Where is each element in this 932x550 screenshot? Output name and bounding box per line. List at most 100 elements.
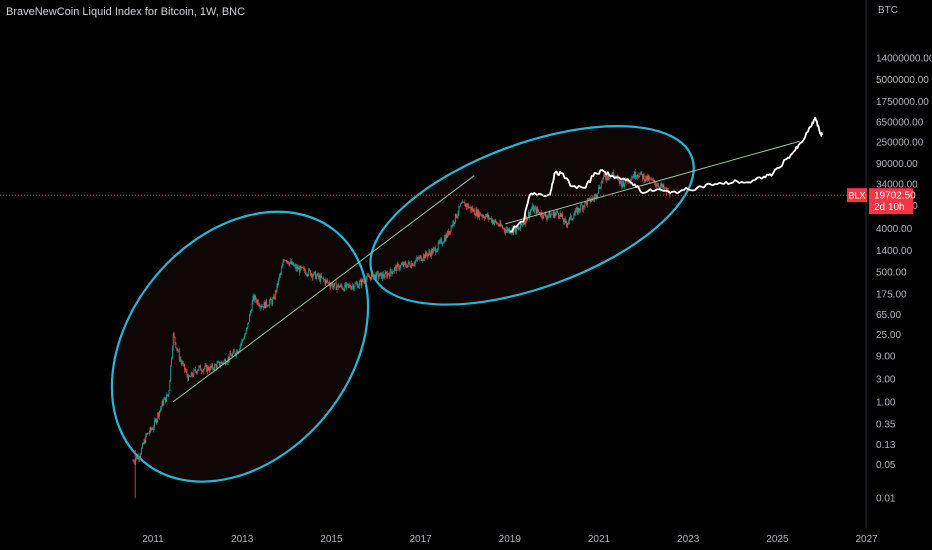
price-axis[interactable]: BTC 14000000.00 5000000.00 1750000.00 650000… (876, 5, 932, 505)
candle-body (562, 214, 564, 220)
candle-body (239, 345, 241, 350)
candle-body (601, 181, 603, 183)
candle-body (428, 251, 430, 254)
candle-body (364, 282, 366, 284)
candle-body (298, 267, 299, 270)
time-axis[interactable]: 2011 2013 2015 2017 2019 2021 2023 2025 2027 (142, 534, 878, 545)
trendline-layer (172, 140, 800, 403)
candle-body (331, 283, 333, 285)
candle-body (346, 283, 347, 288)
annotation-layer (110, 90, 717, 483)
candle-body (308, 269, 310, 275)
candle-body (532, 205, 534, 209)
candle-body (410, 266, 412, 268)
candle-body (202, 369, 204, 373)
candle-body (513, 228, 515, 234)
candle-body (599, 186, 600, 189)
candle-body (366, 275, 368, 280)
candle-body (164, 397, 166, 400)
candle-body (431, 249, 433, 254)
ellipse-annotation[interactable] (348, 90, 717, 342)
candle-body (426, 254, 428, 257)
candle-body (352, 285, 354, 290)
candle-body (503, 228, 505, 231)
candle-body (523, 222, 525, 225)
candle-body (171, 358, 172, 366)
candle-body (325, 279, 327, 284)
candle-body (383, 276, 385, 278)
candle-body (530, 210, 532, 212)
candle-body (613, 174, 615, 178)
candle-body (178, 350, 180, 360)
candle-body (173, 333, 175, 337)
candle-body (440, 239, 442, 241)
candle-body (382, 273, 384, 277)
candle-body (421, 260, 423, 261)
candle-body (224, 359, 226, 361)
candle-body (149, 427, 151, 433)
candle-body (521, 223, 522, 225)
candle-body (574, 213, 576, 216)
candle-body (486, 214, 488, 218)
candle-body (445, 234, 447, 241)
candle-body (260, 306, 262, 308)
candle-body (508, 228, 509, 232)
candle-body (358, 281, 360, 286)
candle-body (328, 282, 330, 285)
candle-body (143, 440, 145, 445)
candle-body (201, 370, 202, 372)
candle-body (645, 175, 647, 180)
candle-body (471, 208, 473, 211)
candle-body (220, 364, 221, 366)
price-tick-label: 250000.00 (876, 138, 924, 149)
candle-body (347, 283, 349, 286)
candle-body (337, 284, 339, 287)
candle-body (214, 364, 216, 366)
candle-body (655, 185, 657, 186)
candle-body (206, 365, 208, 372)
candle-body (273, 296, 274, 299)
candle-body (587, 198, 589, 200)
candle-body (194, 369, 196, 371)
candle-body (492, 220, 494, 224)
candle-body (306, 274, 308, 276)
candle-body (413, 264, 415, 265)
candle-body (267, 305, 268, 307)
candle-body (218, 361, 220, 363)
candle-body (635, 171, 636, 178)
candle-body (351, 286, 353, 290)
candle-body (604, 174, 606, 176)
candle-body (664, 188, 666, 189)
candle-body (238, 349, 240, 352)
candle-body (174, 336, 176, 343)
candle-body (565, 220, 567, 224)
candle-body (557, 211, 558, 214)
candle-body (427, 253, 429, 257)
candle-body (534, 207, 536, 209)
candle-body (416, 257, 418, 260)
candle-body (134, 461, 136, 463)
candle-body (221, 362, 223, 363)
candle-body (274, 296, 275, 299)
candle-body (388, 274, 390, 277)
candle-body (234, 351, 236, 355)
candle-body (183, 363, 185, 370)
trendline[interactable] (172, 175, 475, 403)
candle-body (274, 290, 276, 299)
candle-body (495, 220, 497, 222)
candle-body (561, 214, 563, 216)
time-tick-label: 2025 (766, 534, 789, 545)
candle-body (408, 261, 410, 264)
price-axis-unit: BTC (878, 5, 898, 16)
trendline[interactable] (505, 140, 800, 225)
candle-body (407, 261, 409, 265)
candle-body (590, 200, 592, 202)
candle-body (301, 267, 303, 268)
candle-body (282, 261, 284, 266)
candle-body (197, 369, 199, 371)
candle-body (634, 171, 636, 178)
candle-body (226, 363, 227, 365)
candle-body (642, 174, 644, 179)
